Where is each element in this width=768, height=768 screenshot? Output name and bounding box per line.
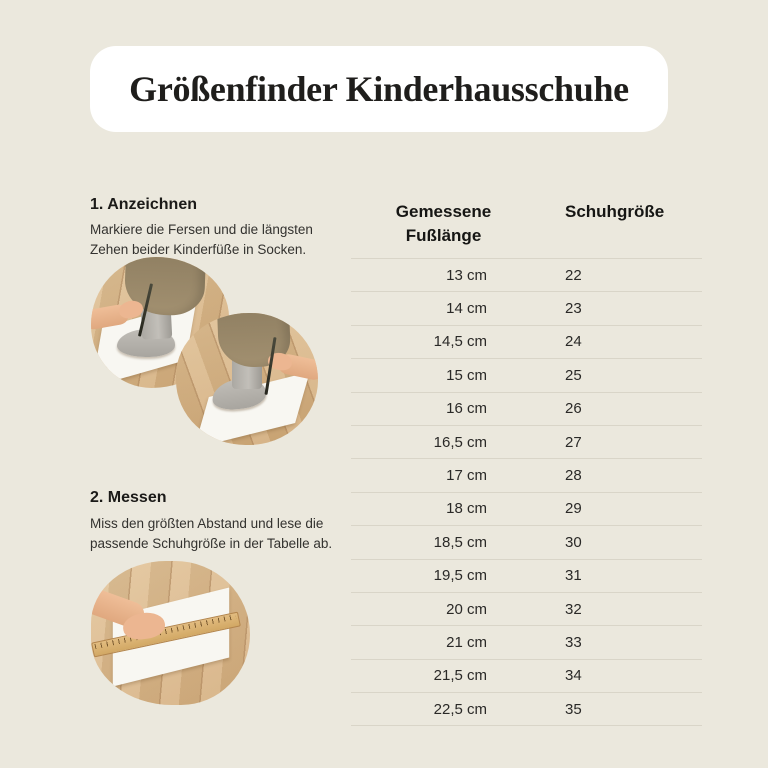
shoe-size-cell: 32 xyxy=(565,600,582,618)
foot-length-cell: 21 cm xyxy=(446,633,487,651)
step-2-description: Miss den größten Abstand und lese die pa… xyxy=(90,516,333,551)
foot-length-cell: 16 cm xyxy=(446,400,487,418)
shoe-size-cell: 27 xyxy=(565,433,582,451)
foot-length-cell: 20 cm xyxy=(446,600,487,618)
foot-length-cell: 19,5 cm xyxy=(433,567,487,585)
column-header-foot-length: Gemessene Fußlänge xyxy=(395,202,492,245)
table-row: 20 cm 32 xyxy=(351,591,702,625)
shoe-size-cell: 33 xyxy=(565,633,582,651)
table-row: 16,5 cm 27 xyxy=(351,424,702,458)
size-table-rows: 13 cm 22 14 cm 23 14,5 cm 24 15 cm 25 16 cm 2… xyxy=(351,258,702,727)
title-card: Größenfinder Kinderhausschuhe xyxy=(90,46,668,132)
shoe-size-cell: 31 xyxy=(565,567,582,585)
step-1-description: Markiere die Fersen und die längsten Zeh… xyxy=(90,222,313,257)
foot-length-cell: 21,5 cm xyxy=(433,667,487,685)
shoe-size-cell: 30 xyxy=(565,533,582,551)
table-row: 19,5 cm 31 xyxy=(351,558,702,592)
shoe-size-cell: 34 xyxy=(565,667,582,685)
shoe-size-cell: 23 xyxy=(565,300,582,318)
shoe-size-cell: 35 xyxy=(565,700,582,718)
step-2-heading: 2. Messen xyxy=(90,489,167,506)
table-row: 13 cm 22 xyxy=(351,258,702,291)
table-row: 15 cm 25 xyxy=(351,358,702,391)
table-row: 17 cm 28 xyxy=(351,458,702,491)
table-row: 21 cm 33 xyxy=(351,625,702,658)
foot-length-cell: 14,5 cm xyxy=(433,333,487,351)
foot-length-cell: 22,5 cm xyxy=(433,700,487,718)
foot-length-cell: 17 cm xyxy=(446,467,487,485)
page-title: Größenfinder Kinderhausschuhe xyxy=(129,69,629,109)
table-row: 18,5 cm 30 xyxy=(351,525,702,558)
photo-measure-ruler xyxy=(91,561,250,705)
shoe-size-cell: 22 xyxy=(565,266,582,284)
foot-length-cell: 13 cm xyxy=(446,266,487,284)
shoe-size-cell: 25 xyxy=(565,366,582,384)
foot-length-cell: 18,5 cm xyxy=(433,533,487,551)
table-row: 14,5 cm 24 xyxy=(351,324,702,358)
foot-length-cell: 16,5 cm xyxy=(433,433,487,451)
column-header-shoe-size: Schuhgröße xyxy=(565,202,665,221)
table-row: 16 cm 26 xyxy=(351,391,702,425)
shoe-size-cell: 28 xyxy=(565,467,582,485)
shoe-size-cell: 26 xyxy=(565,400,582,418)
foot-length-cell: 14 cm xyxy=(446,300,487,318)
step-1-heading: 1. Anzeichnen xyxy=(90,196,197,213)
foot-length-cell: 18 cm xyxy=(446,500,487,518)
shoe-size-cell: 29 xyxy=(565,500,582,518)
table-row: 21,5 cm 34 xyxy=(351,658,702,692)
foot-length-cell: 15 cm xyxy=(446,366,487,384)
table-row: 14 cm 23 xyxy=(351,291,702,324)
shoe-size-cell: 24 xyxy=(565,333,582,351)
table-row: 18 cm 29 xyxy=(351,491,702,525)
table-row: 22,5 cm 35 xyxy=(351,692,702,727)
photo-trace-toes xyxy=(176,313,318,445)
